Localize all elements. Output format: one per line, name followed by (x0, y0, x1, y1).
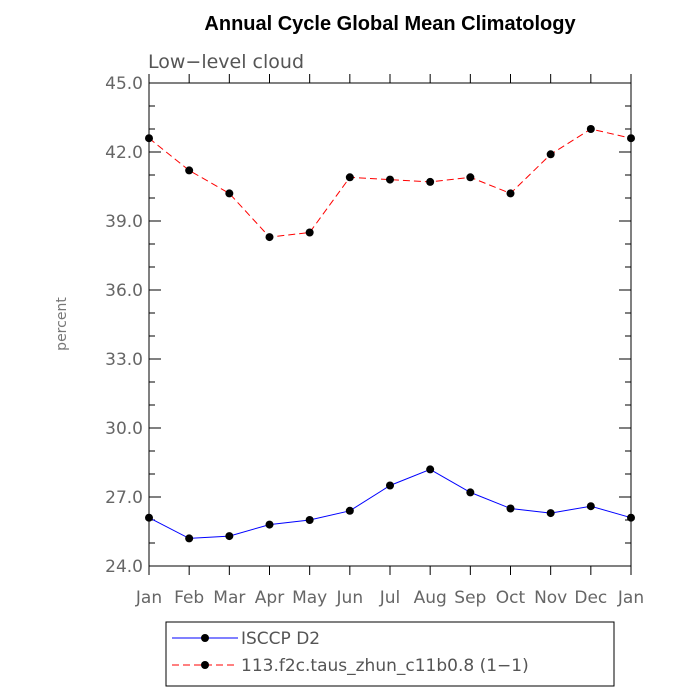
chart-subtitle: Low−level cloud (148, 51, 304, 73)
x-tick-label: Aug (414, 588, 447, 608)
x-tick-label: Dec (574, 588, 607, 608)
x-tick-label: Apr (255, 588, 284, 608)
chart-title: Annual Cycle Global Mean Climatology (204, 13, 576, 35)
series-0-point (225, 532, 234, 541)
x-tick-label: Jan (617, 588, 644, 608)
y-tick-label: 24.0 (105, 557, 143, 577)
series-1-point (305, 228, 314, 237)
series-0-point (586, 502, 595, 511)
series-0-point (627, 513, 635, 522)
x-tick-label: Jan (135, 588, 162, 608)
series-0-point (265, 520, 274, 529)
series-1-point (506, 189, 515, 198)
plot-frame (148, 82, 632, 567)
x-tick-label: Feb (174, 588, 204, 608)
series-1-point (386, 175, 394, 184)
y-axis-label: percent (54, 297, 70, 351)
series-0-point (345, 506, 354, 515)
legend-label-1: 113.f2c.taus_zhun_c11b0.8 (1−1) (241, 656, 529, 676)
series-0-point (185, 534, 194, 543)
y-tick-label: 33.0 (105, 350, 143, 370)
legend-marker-1 (201, 661, 209, 669)
x-tick-label: Nov (534, 588, 567, 608)
series-1-point (466, 173, 475, 182)
series-0-point (466, 488, 475, 497)
series-1-point (546, 150, 555, 159)
series-0-point (305, 516, 314, 524)
series-layer (145, 125, 635, 543)
x-tick-label: Oct (496, 588, 526, 608)
series-1-point (627, 134, 635, 143)
series-1-point (265, 233, 274, 242)
x-tick-label: May (292, 588, 327, 608)
y-tick-label: 39.0 (105, 212, 143, 232)
x-tick-label: Jun (336, 588, 364, 608)
series-0-point (546, 509, 555, 518)
y-tick-label: 30.0 (105, 419, 143, 439)
x-tick-label: Mar (213, 588, 245, 608)
y-tick-label: 27.0 (105, 488, 143, 508)
legend-marker-0 (201, 634, 209, 642)
series-0-point (426, 465, 435, 474)
series-1-point (185, 166, 194, 175)
y-tick-label: 42.0 (105, 143, 143, 163)
legend: ISCCP D2 113.f2c.taus_zhun_c11b0.8 (1−1) (165, 621, 615, 687)
series-0-point (386, 481, 394, 490)
x-tick-label: Jul (379, 588, 401, 608)
series-0-point (145, 513, 153, 522)
series-line-0 (148, 468, 632, 539)
series-1-point (426, 177, 435, 186)
x-tick-label: Sep (454, 588, 486, 608)
y-tick-label: 45.0 (105, 74, 143, 94)
series-1-point (345, 173, 354, 182)
series-1-point (225, 189, 234, 198)
legend-label-0: ISCCP D2 (241, 629, 320, 649)
x-axis-ticks: Jan Feb Mar Apr May Jun Jul Aug Sep Oct Nov Dec Jan (135, 74, 644, 608)
y-tick-label: 36.0 (105, 281, 143, 301)
series-0-point (506, 504, 515, 513)
legend-box (165, 621, 615, 687)
series-1-point (586, 125, 595, 133)
series-1-point (145, 134, 153, 143)
y-axis-ticks: 24.0 27.0 30.0 33.0 36.0 39.0 42.0 45.0 (105, 74, 631, 577)
